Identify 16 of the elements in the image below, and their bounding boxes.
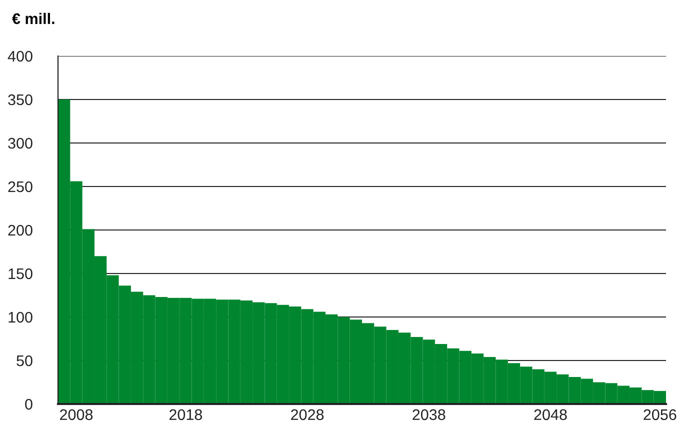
y-tick-label: 50 — [16, 355, 32, 366]
y-tick-label: 400 — [8, 50, 32, 62]
y-axis-title: € mill. — [12, 12, 54, 24]
y-tick-label: 250 — [8, 181, 32, 192]
x-tick-label: 2056 — [644, 409, 676, 420]
y-tick-label: 0 — [25, 398, 32, 410]
y-tick-label: 300 — [8, 138, 32, 149]
x-tick-label: 2008 — [60, 409, 93, 420]
x-tick-label: 2018 — [169, 409, 202, 420]
x-tick-label: 2048 — [534, 409, 567, 420]
y-tick-label: 350 — [8, 94, 32, 106]
x-tick-label: 2028 — [291, 409, 324, 420]
y-tick-label: 200 — [8, 224, 32, 236]
y-tick-label: 100 — [8, 312, 32, 323]
x-tick-label: 2038 — [412, 409, 446, 420]
y-tick-label: 150 — [8, 268, 32, 280]
